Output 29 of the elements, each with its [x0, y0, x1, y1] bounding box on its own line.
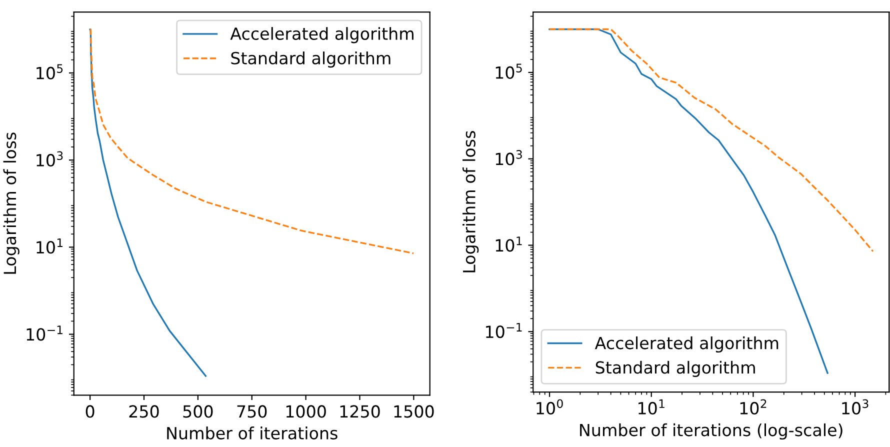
x-tick-label: 0 [86, 405, 94, 418]
x-tick-label: 1500 [394, 405, 434, 418]
legend-label: Accelerated algorithm [230, 27, 414, 44]
x-tick-label: 10$^{0}$ [536, 399, 563, 415]
x-tick-label: 750 [237, 405, 267, 418]
y-tick-label: 10$^{3}$ [36, 151, 63, 166]
x-tick-label: 10$^{1}$ [638, 399, 664, 415]
x-tick-label: 1000 [286, 405, 326, 418]
y-tick-label: 10$^{−1}$ [26, 326, 62, 341]
y-tick-label: 10$^{3}$ [496, 150, 522, 166]
y-axis-title: Logarithm of loss [3, 132, 20, 274]
y-axis-title: Logarithm of loss [462, 131, 479, 272]
y-tick-label: 10$^{1}$ [496, 236, 522, 252]
x-tick-label: 10$^{3}$ [842, 399, 868, 415]
legend-label: Standard algorithm [231, 52, 390, 68]
y-tick-label: 10$^{1}$ [36, 238, 63, 254]
x-tick-label: 250 [129, 405, 159, 418]
legend-label: Accelerated algorithm [594, 336, 778, 353]
line-series [89, 28, 207, 377]
x-tick-label: 10$^{2}$ [740, 399, 766, 415]
x-axis-title: Number of iterations [167, 426, 338, 440]
x-tick-label: 1250 [340, 405, 380, 418]
x-tick-label: 500 [183, 405, 213, 418]
y-tick-label: 10$^{−1}$ [486, 322, 522, 338]
y-tick-label: 10$^{5}$ [36, 64, 63, 80]
x-axis-title: Number of iterations (log-scale) [580, 423, 842, 440]
y-tick-label: 10$^{5}$ [496, 64, 522, 79]
legend-label: Standard algorithm [596, 360, 755, 378]
line-series [89, 28, 414, 254]
